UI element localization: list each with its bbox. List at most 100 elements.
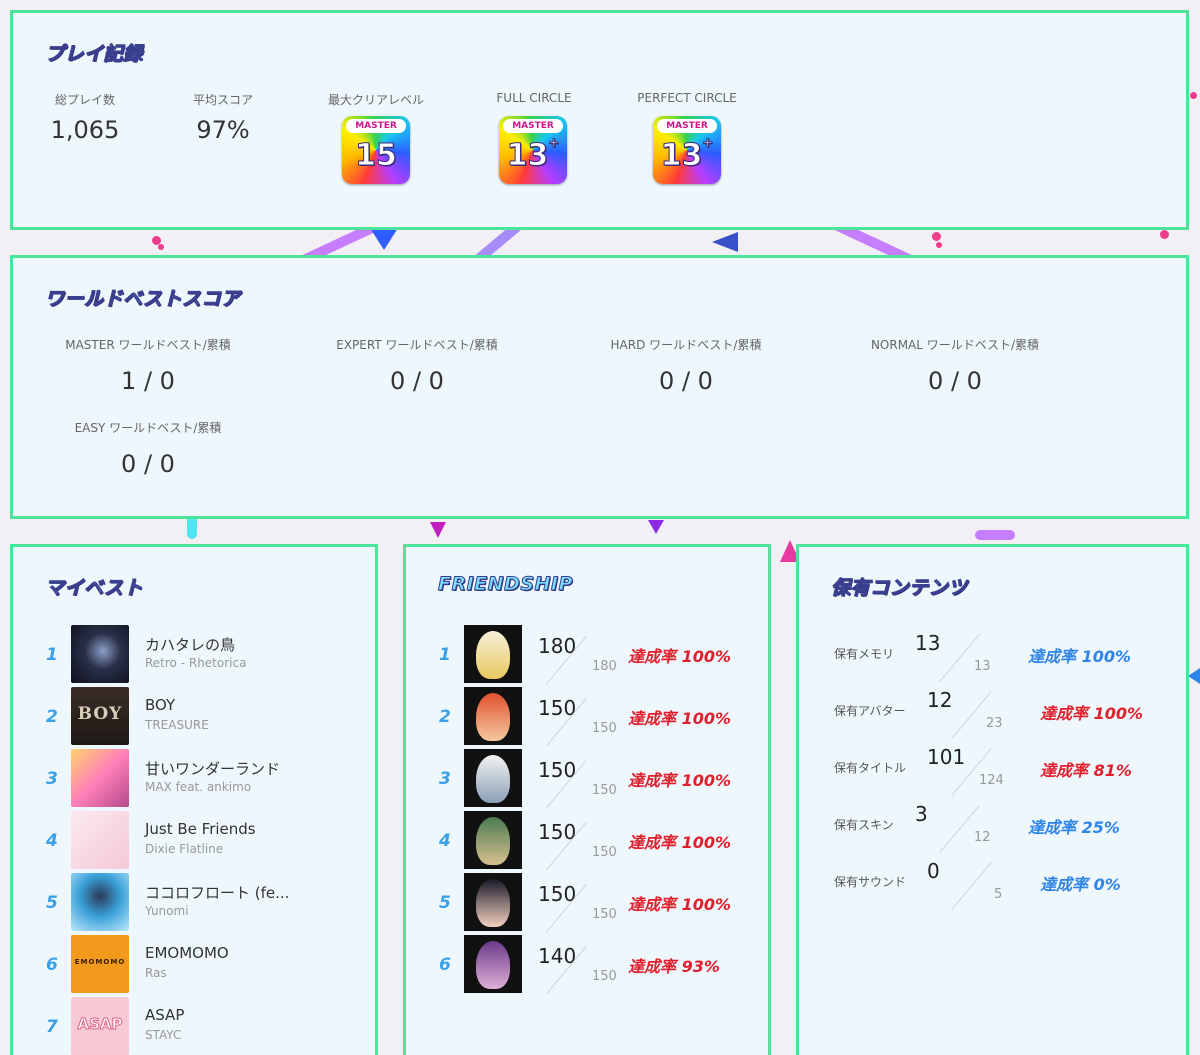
play-record-title: プレイ記録 <box>45 43 143 66</box>
owned-title-row: 保有タイトル 101 124 達成率 81% <box>799 739 1186 797</box>
world-best-label: EXPERT ワールドベスト/累積 <box>336 338 498 352</box>
achievement-rate: 達成率 100% <box>628 709 732 728</box>
rank-number: 2 <box>439 707 451 727</box>
friendship-row[interactable]: 4 150 150 達成率 100% <box>406 811 768 871</box>
achievement-rate: 達成率 25% <box>1028 818 1120 837</box>
decor-dot <box>932 232 941 241</box>
owned-contents-panel: 保有コンテンツ 保有メモリ 13 13 達成率 100% 保有アバター 12 2… <box>796 544 1189 1055</box>
world-best-label: MASTER ワールドベスト/累積 <box>65 338 231 352</box>
achievement-rate: 達成率 100% <box>628 647 732 666</box>
song-title: BOY <box>145 696 176 714</box>
rank-number: 6 <box>46 955 58 975</box>
list-item[interactable]: 3 甘いワンダーランド MAX feat. ankimo <box>13 749 375 807</box>
decor-stripe <box>975 530 1015 540</box>
friendship-max: 150 <box>592 907 617 922</box>
friendship-title: FRIENDSHIP <box>438 573 573 596</box>
friendship-row[interactable]: 3 150 150 達成率 100% <box>406 749 768 809</box>
content-count: 12 <box>927 688 953 712</box>
decor-triangle <box>370 228 398 250</box>
friendship-row[interactable]: 6 140 150 達成率 93% <box>406 935 768 995</box>
world-best-value: 1 / 0 <box>121 367 175 395</box>
rank-number: 3 <box>439 769 451 789</box>
content-count: 101 <box>927 745 966 769</box>
list-item[interactable]: 4 Just Be Friends Dixie Flatline <box>13 811 375 869</box>
max-clear-level-badge: MASTER 15 <box>342 116 410 184</box>
avg-score-stat: 平均スコア 97% <box>185 91 261 144</box>
rank-number: 5 <box>439 893 451 913</box>
divider-slash <box>939 633 980 683</box>
divider-slash <box>951 861 992 911</box>
rank-number: 2 <box>46 707 58 727</box>
full-circle-stat: FULL CIRCLE <box>479 91 589 105</box>
song-artist: Retro - Rhetorica <box>145 656 247 670</box>
max-clear-label: 最大クリアレベル <box>327 93 424 107</box>
song-artist: TREASURE <box>145 718 209 732</box>
rank-number: 5 <box>46 893 58 913</box>
rank-number: 4 <box>439 831 451 851</box>
song-jacket: ASAP <box>71 997 129 1055</box>
world-best-value: 0 / 0 <box>390 367 444 395</box>
song-artist: Dixie Flatline <box>145 842 224 856</box>
friendship-row[interactable]: 5 150 150 達成率 100% <box>406 873 768 933</box>
badge-level: 15 <box>342 138 410 174</box>
character-avatar <box>464 811 522 869</box>
character-avatar <box>464 935 522 993</box>
badge-difficulty-tag: MASTER <box>346 119 406 133</box>
world-best-expert: EXPERT ワールドベスト/累積 0 / 0 <box>320 336 514 395</box>
play-record-panel: プレイ記録 総プレイ数 1,065 平均スコア 97% 最大クリアレベル MAS… <box>10 10 1189 230</box>
my-best-title: マイベスト <box>45 577 143 600</box>
avg-score-label: 平均スコア <box>192 93 253 107</box>
divider-slash <box>951 690 992 740</box>
content-max: 124 <box>979 773 1004 788</box>
achievement-rate: 達成率 93% <box>628 957 720 976</box>
list-item[interactable]: 7 ASAP ASAP STAYC <box>13 997 375 1055</box>
decor-dot <box>1160 230 1169 239</box>
total-plays-value: 1,065 <box>50 116 120 144</box>
friendship-row[interactable]: 1 180 180 達成率 100% <box>406 625 768 685</box>
decor-dot <box>158 244 164 250</box>
achievement-rate: 達成率 100% <box>1028 647 1132 666</box>
song-title: 甘いワンダーランド <box>145 760 281 778</box>
list-item[interactable]: 5 ココロフロート (fe... Yunomi <box>13 873 375 931</box>
perfect-circle-label: PERFECT CIRCLE <box>637 91 737 105</box>
rank-number: 6 <box>439 955 451 975</box>
achievement-rate: 達成率 81% <box>1040 761 1132 780</box>
badge-level: 13+ <box>499 136 567 174</box>
list-item[interactable]: 1 カハタレの鳥 Retro - Rhetorica <box>13 625 375 683</box>
my-best-panel: マイベスト 1 カハタレの鳥 Retro - Rhetorica 2 BOY B… <box>10 544 378 1055</box>
rank-number: 1 <box>439 645 451 665</box>
friendship-max: 180 <box>592 659 617 674</box>
friendship-max: 150 <box>592 969 617 984</box>
song-jacket: EMOMOMO <box>71 935 129 993</box>
rank-number: 3 <box>46 769 58 789</box>
badge-difficulty-tag: MASTER <box>503 119 563 133</box>
badge-level-plus: + <box>702 136 714 152</box>
total-plays-stat: 総プレイ数 1,065 <box>47 91 123 144</box>
owned-skin-row: 保有スキン 3 12 達成率 25% <box>799 796 1186 854</box>
song-jacket: BOY <box>71 687 129 745</box>
song-jacket <box>71 625 129 683</box>
song-title: Just Be Friends <box>145 820 256 838</box>
list-item[interactable]: 2 BOY BOY TREASURE <box>13 687 375 745</box>
achievement-rate: 達成率 100% <box>1040 704 1144 723</box>
decor-dot <box>1190 92 1197 99</box>
world-best-value: 0 / 0 <box>659 367 713 395</box>
content-count: 3 <box>915 802 928 826</box>
friendship-row[interactable]: 2 150 150 達成率 100% <box>406 687 768 747</box>
world-best-title: ワールドベストスコア <box>44 288 241 311</box>
full-circle-label: FULL CIRCLE <box>496 91 572 105</box>
rank-number: 4 <box>46 831 58 851</box>
jacket-text: EMOMOMO <box>74 958 126 966</box>
owned-contents-title: 保有コンテンツ <box>831 577 968 600</box>
list-item[interactable]: 6 EMOMOMO EMOMOMO Ras <box>13 935 375 993</box>
decor-triangle <box>430 522 446 538</box>
decor-dot <box>152 236 161 245</box>
badge-level-number: 15 <box>355 138 398 174</box>
world-best-panel: ワールドベストスコア MASTER ワールドベスト/累積 1 / 0 EXPER… <box>10 255 1189 519</box>
song-title: ASAP <box>145 1006 185 1024</box>
content-label: 保有アバター <box>834 704 906 718</box>
badge-level-plus: + <box>548 136 560 152</box>
achievement-rate: 達成率 100% <box>628 895 732 914</box>
song-artist: STAYC <box>145 1028 182 1042</box>
achievement-rate: 達成率 100% <box>628 771 732 790</box>
